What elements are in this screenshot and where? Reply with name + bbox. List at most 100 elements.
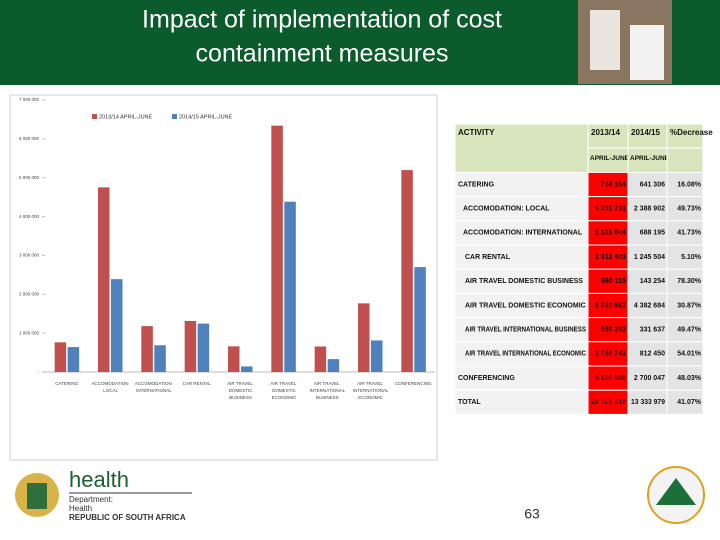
- table-text: 54.01%: [677, 351, 702, 358]
- bar: [67, 347, 80, 372]
- table-text: AIR TRAVEL INTERNATIONAL BUSINESS: [465, 327, 586, 334]
- title-line: containment measures: [196, 40, 449, 68]
- table-cell: [587, 292, 629, 319]
- table-text: CAR RENTAL: [465, 254, 511, 261]
- table-text: 48.03%: [677, 375, 702, 382]
- table-cell: [454, 196, 589, 222]
- table-cell: [627, 389, 668, 415]
- photo-figure: [590, 10, 620, 70]
- y-tick-label: -: [38, 369, 40, 374]
- bar: [284, 201, 296, 372]
- table-cell: [454, 365, 589, 391]
- y-tick-label: 7 000 000: [19, 97, 40, 102]
- table-text: 49.47%: [677, 327, 702, 334]
- table-text: 78.30%: [677, 278, 702, 285]
- y-tick-label: 6 000 000: [19, 136, 40, 141]
- x-tick-label: AIR TRAVEL INTERNATIONAL ECONOMIC: [352, 381, 389, 400]
- table-cell: [666, 365, 704, 391]
- bar: [228, 346, 240, 372]
- table-text: ACCOMODATION: LOCAL: [463, 206, 550, 213]
- bar: [154, 345, 166, 372]
- y-tick-label: 5 000 000: [19, 175, 40, 180]
- table-header: %Decrease: [670, 128, 713, 137]
- table-cell: [454, 171, 589, 198]
- title-line: Impact of implementation of cost: [142, 6, 502, 34]
- table-cell: [454, 389, 589, 415]
- bar: [371, 340, 383, 372]
- table-text: 6 339 592: [595, 302, 626, 309]
- table-header-cell: [587, 123, 629, 149]
- chart-frame: [9, 94, 438, 461]
- x-tick-label: ACCOMODATION LOCAL: [92, 381, 129, 393]
- table-text: 1 245 504: [634, 254, 665, 261]
- table-subheader: APRIL-JUNE: [630, 155, 670, 162]
- x-tick-label: CONFERENCING: [395, 381, 432, 386]
- table-text: 764 184: [601, 181, 626, 188]
- x-tick-label: CAR RENTAL: [183, 381, 212, 386]
- bar: [111, 279, 123, 372]
- table-text: 1 312 403: [595, 254, 626, 261]
- table-text: AIR TRAVEL DOMESTIC ECONOMIC: [465, 302, 586, 309]
- bar: [197, 323, 210, 372]
- logo-country: REPUBLIC OF SOUTH AFRICA: [69, 513, 186, 522]
- table-text: 331 637: [640, 327, 665, 334]
- table-cell: [666, 292, 704, 319]
- table-text: 16.08%: [677, 181, 702, 188]
- table-cell: [666, 196, 704, 222]
- table-text: 41.73%: [677, 230, 702, 237]
- table-text: AIR TRAVEL INTERNATIONAL ECONOMIC: [465, 351, 586, 358]
- table-text: 13 333 979: [631, 399, 665, 406]
- table-text: 641 306: [640, 181, 665, 188]
- table-cell: [454, 244, 589, 270]
- logo-unit: Health: [69, 504, 92, 513]
- table-text: 688 195: [640, 230, 665, 237]
- table-cell: [454, 317, 589, 343]
- logo-name: health: [69, 467, 129, 492]
- x-tick-label: AIR TRAVEL DOMESTIC ECONOMIC: [270, 381, 297, 400]
- table-cell: [454, 268, 589, 294]
- x-tick-label: AIR TRAVEL INTERNATIONAL BUSINESS: [308, 381, 345, 400]
- table-cell: [587, 365, 629, 391]
- table-text: 660 115: [601, 278, 626, 285]
- bar: [271, 125, 283, 373]
- table-text: TOTAL: [458, 399, 481, 406]
- legend-swatch: [92, 114, 97, 119]
- bar: [314, 346, 327, 372]
- table-header-cell: [666, 147, 704, 173]
- bar: [358, 303, 370, 372]
- y-tick-label: 3 000 000: [19, 253, 40, 258]
- table-text: 656 293: [601, 327, 626, 334]
- legend-label: 2013/14 APRIL-JUNE: [99, 114, 153, 120]
- table-text: 4 751 731: [595, 206, 626, 213]
- bar: [327, 359, 340, 372]
- table-text: 2 700 047: [634, 375, 665, 382]
- table-header-cell: [666, 123, 704, 149]
- legend-label: 2014/15 APRIL-JUNE: [179, 114, 233, 120]
- table-text: 143 254: [640, 278, 665, 285]
- table-text: 5 196 266: [595, 375, 626, 382]
- y-tick-label: 4 000 000: [19, 214, 40, 219]
- logo-department: Department:: [69, 495, 113, 504]
- table-text: 41.07%: [677, 399, 702, 406]
- table-header: 2013/14: [591, 128, 620, 137]
- table-text: 2 388 902: [634, 206, 665, 213]
- table-text: 1 181 004: [595, 230, 626, 237]
- anniversary-logo-mark: [656, 478, 696, 505]
- table-text: ACCOMODATION: INTERNATIONAL: [463, 230, 583, 237]
- table-cell: [627, 244, 668, 270]
- table-cell: [587, 389, 629, 415]
- bar: [401, 170, 413, 372]
- table-text: 30.87%: [677, 302, 702, 309]
- y-tick-label: 1 000 000: [19, 330, 40, 335]
- table-cell: [627, 292, 668, 319]
- table-text: 22 627 312: [591, 399, 626, 406]
- bar: [184, 321, 197, 372]
- table-cell: [627, 268, 668, 294]
- table-subheader: APRIL-JUNE: [590, 155, 630, 162]
- x-tick-label: ACCOMODATION INTERNATIONAL: [135, 381, 172, 393]
- table-cell: [454, 220, 589, 246]
- table-text: AIR TRAVEL DOMESTIC BUSINESS: [465, 278, 583, 285]
- legend-swatch: [172, 114, 177, 119]
